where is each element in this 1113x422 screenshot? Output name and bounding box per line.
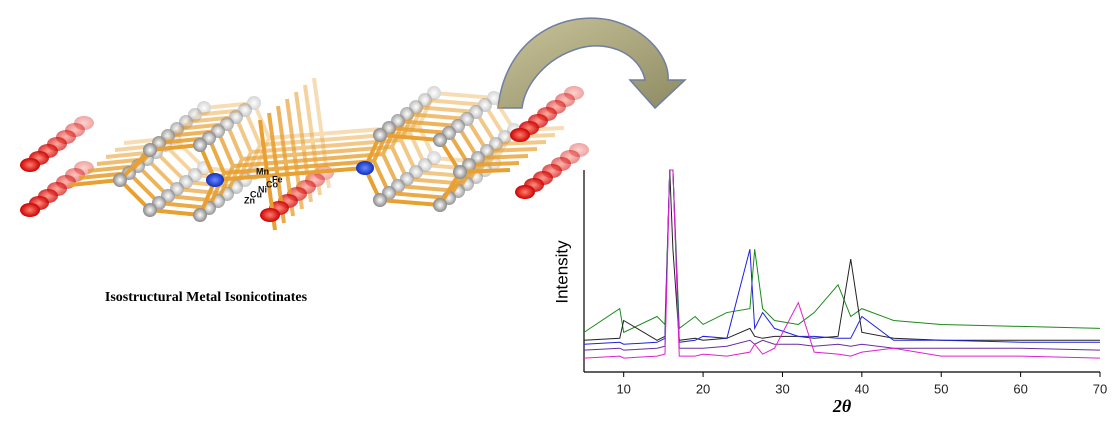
oxygen <box>20 203 40 217</box>
bond <box>397 119 459 128</box>
metal-label: Zn <box>244 195 255 205</box>
bond <box>468 161 520 167</box>
bond <box>145 157 179 191</box>
atom <box>113 173 127 187</box>
bond <box>415 105 477 114</box>
y-axis-label: Intensity <box>552 240 571 304</box>
atom <box>373 193 387 207</box>
atom <box>453 165 467 179</box>
xrd-pattern <box>583 169 1100 341</box>
x-tick-label: 70 <box>1093 381 1107 396</box>
metal-label: Cu <box>250 189 262 199</box>
xrd-pattern <box>583 169 1101 334</box>
bond <box>495 140 547 146</box>
caption: Isostructural Metal Isonicotinates <box>105 290 308 305</box>
atom <box>193 138 207 152</box>
bond <box>149 208 201 217</box>
xrd-pattern <box>583 169 1100 345</box>
x-axis-label: 2θ <box>832 396 852 416</box>
bond <box>379 198 441 207</box>
atom <box>143 143 157 157</box>
curved-arrow <box>497 17 687 110</box>
bond <box>459 168 511 174</box>
bond <box>424 98 486 107</box>
metal-label: Ni <box>258 184 267 194</box>
bond <box>223 159 375 175</box>
bond <box>406 112 468 121</box>
bond <box>214 166 366 182</box>
oxygen <box>20 158 40 172</box>
x-tick-label: 60 <box>1013 381 1027 396</box>
atom <box>193 208 207 222</box>
metal-label: Fe <box>272 174 283 184</box>
bond <box>118 148 152 182</box>
oxygen <box>260 208 280 222</box>
bond <box>176 187 228 196</box>
x-tick-label: 10 <box>616 381 630 396</box>
x-tick-label: 30 <box>775 381 789 396</box>
x-tick-label: 40 <box>855 381 869 396</box>
metal-label: Co <box>266 179 278 189</box>
metal-label: Mn <box>256 166 269 176</box>
bond <box>379 133 441 142</box>
molecule-drawing <box>20 77 589 231</box>
atom <box>433 133 447 147</box>
bond <box>388 191 450 200</box>
oxygen <box>510 128 530 142</box>
bond <box>232 152 384 168</box>
x-tick-label: 50 <box>934 381 948 396</box>
bond <box>388 126 450 135</box>
bond <box>136 164 170 198</box>
bond <box>486 147 538 153</box>
nitrogen <box>356 161 374 175</box>
bond <box>69 178 121 187</box>
atom <box>143 203 157 217</box>
nitrogen <box>206 173 224 187</box>
xrd-pattern <box>583 169 1101 359</box>
atom <box>433 198 447 212</box>
layer <box>20 119 535 231</box>
oxygen <box>515 185 535 199</box>
bond <box>154 150 188 184</box>
xrd-pattern <box>583 169 1101 351</box>
atom <box>373 128 387 142</box>
bond <box>127 171 161 205</box>
x-tick-label: 20 <box>696 381 710 396</box>
bond <box>433 91 495 100</box>
bond <box>158 201 210 210</box>
bond <box>167 194 219 203</box>
bond <box>118 178 152 212</box>
bond <box>149 143 201 152</box>
bond <box>477 154 529 160</box>
